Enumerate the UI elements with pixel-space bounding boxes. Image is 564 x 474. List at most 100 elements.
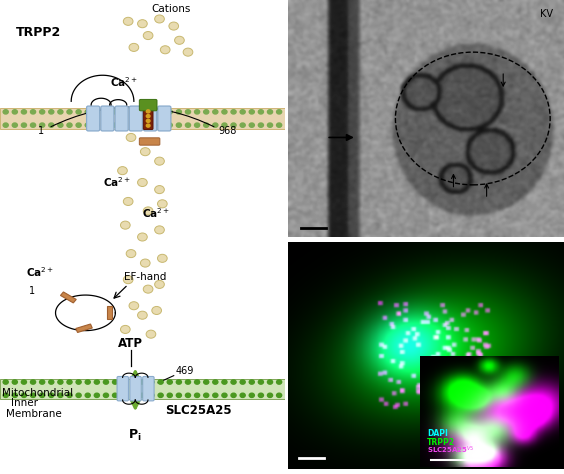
FancyBboxPatch shape (139, 100, 157, 111)
Circle shape (231, 123, 236, 128)
Circle shape (240, 380, 245, 384)
Text: TRPP2: TRPP2 (427, 438, 455, 447)
Circle shape (12, 380, 17, 384)
Circle shape (146, 330, 156, 338)
Circle shape (177, 123, 182, 128)
Circle shape (222, 123, 227, 128)
FancyBboxPatch shape (143, 108, 153, 129)
Circle shape (76, 123, 81, 128)
Circle shape (167, 110, 173, 114)
Circle shape (167, 380, 173, 384)
Circle shape (249, 393, 254, 397)
Text: EF-hand: EF-hand (124, 272, 166, 282)
Circle shape (21, 393, 27, 397)
Circle shape (177, 380, 182, 384)
Circle shape (149, 110, 154, 114)
Circle shape (149, 380, 154, 384)
Circle shape (122, 380, 127, 384)
Circle shape (138, 311, 147, 319)
Text: DAPI: DAPI (427, 428, 448, 438)
Circle shape (39, 393, 45, 397)
Circle shape (3, 380, 8, 384)
Circle shape (12, 110, 17, 114)
Circle shape (39, 380, 45, 384)
Circle shape (149, 393, 154, 397)
Circle shape (177, 110, 182, 114)
Circle shape (112, 110, 118, 114)
FancyBboxPatch shape (143, 376, 154, 401)
Text: Cations: Cations (151, 4, 190, 14)
Circle shape (126, 134, 136, 141)
Circle shape (112, 393, 118, 397)
Circle shape (267, 123, 272, 128)
Circle shape (140, 110, 145, 114)
Circle shape (49, 380, 54, 384)
Circle shape (195, 393, 200, 397)
Circle shape (267, 110, 272, 114)
Circle shape (112, 123, 118, 128)
FancyBboxPatch shape (158, 106, 171, 131)
Circle shape (129, 302, 139, 310)
Circle shape (94, 123, 99, 128)
Circle shape (21, 123, 27, 128)
Bar (0, 109, 285, 128)
Circle shape (76, 110, 81, 114)
Circle shape (85, 123, 90, 128)
Circle shape (258, 393, 263, 397)
Circle shape (276, 380, 281, 384)
Circle shape (124, 276, 133, 283)
Circle shape (39, 110, 45, 114)
Circle shape (121, 325, 130, 334)
Circle shape (126, 249, 136, 257)
Circle shape (138, 19, 147, 27)
Circle shape (155, 15, 164, 23)
Circle shape (146, 124, 150, 127)
Circle shape (231, 393, 236, 397)
Circle shape (258, 110, 263, 114)
Circle shape (140, 380, 145, 384)
Circle shape (186, 393, 191, 397)
Circle shape (49, 393, 54, 397)
Circle shape (122, 123, 127, 128)
Circle shape (94, 393, 99, 397)
Text: Ca$^{2+}$: Ca$^{2+}$ (142, 206, 170, 220)
Circle shape (149, 123, 154, 128)
Text: P$_\mathregular{i}$: P$_\mathregular{i}$ (128, 428, 142, 443)
Circle shape (122, 393, 127, 397)
Text: 469: 469 (175, 366, 193, 376)
Circle shape (276, 393, 281, 397)
Circle shape (158, 123, 163, 128)
Text: Inner: Inner (11, 399, 38, 409)
Circle shape (30, 393, 36, 397)
Circle shape (169, 22, 179, 30)
Circle shape (160, 46, 170, 54)
Text: Mitochondrial: Mitochondrial (2, 388, 73, 398)
Circle shape (222, 380, 227, 384)
Circle shape (249, 123, 254, 128)
Circle shape (3, 393, 8, 397)
Circle shape (204, 123, 209, 128)
Circle shape (213, 380, 218, 384)
Circle shape (146, 119, 150, 122)
Circle shape (39, 123, 45, 128)
Circle shape (30, 110, 36, 114)
Circle shape (155, 185, 164, 193)
Circle shape (186, 110, 191, 114)
Circle shape (240, 110, 245, 114)
Circle shape (67, 110, 72, 114)
Circle shape (140, 393, 145, 397)
Circle shape (49, 110, 54, 114)
FancyBboxPatch shape (115, 106, 128, 131)
Circle shape (143, 31, 153, 40)
Text: 968: 968 (218, 126, 236, 136)
Text: KV: KV (540, 9, 553, 19)
Circle shape (103, 123, 108, 128)
Circle shape (140, 259, 150, 267)
Circle shape (213, 110, 218, 114)
Circle shape (67, 123, 72, 128)
Circle shape (143, 207, 153, 215)
Circle shape (58, 123, 63, 128)
Circle shape (131, 380, 136, 384)
Text: Ca$^{2+}$: Ca$^{2+}$ (25, 265, 54, 279)
Circle shape (12, 393, 17, 397)
